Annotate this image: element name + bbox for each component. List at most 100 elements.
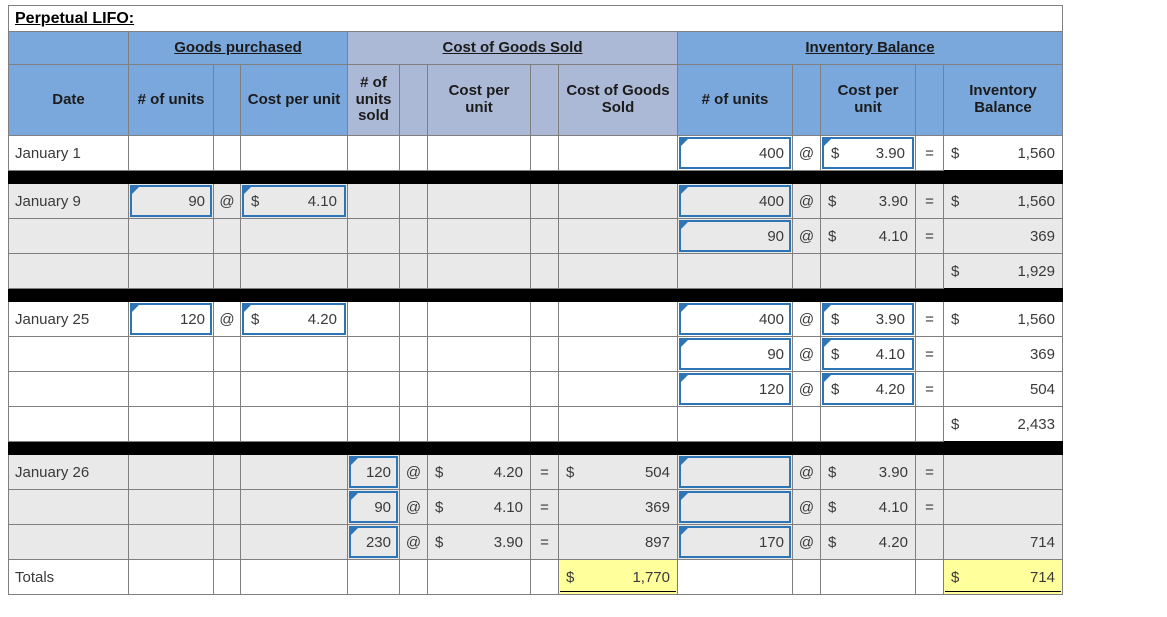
empty-cell — [128, 218, 214, 254]
empty-cell — [347, 253, 400, 289]
empty-cell — [820, 559, 916, 595]
empty-cell — [399, 183, 428, 219]
empty-header-cell — [213, 64, 241, 136]
value: 4.10 — [307, 192, 337, 210]
inv-units-input[interactable]: 400 — [679, 137, 791, 169]
sold-units-cell: 90 — [347, 489, 400, 525]
empty-cell — [558, 301, 678, 337]
row-jan26-2: 90 @ $4.10 = 369 @ $4.10 = — [8, 489, 1063, 525]
empty-cell — [530, 371, 559, 407]
value: 400 — [758, 144, 784, 162]
empty-cell — [128, 135, 214, 171]
empty-cell — [558, 135, 678, 171]
value: 1,560 — [1017, 310, 1055, 328]
empty-cell — [240, 371, 348, 407]
inv-balance-cell: 714 — [943, 524, 1063, 560]
group-header-row: Goods purchased Cost of Goods Sold Inven… — [8, 31, 1063, 65]
equals-symbol: = — [915, 183, 944, 219]
inv-cost-input[interactable]: $3.90 — [822, 137, 914, 169]
section-divider — [8, 288, 1063, 302]
empty-cell — [399, 135, 428, 171]
inv-units-input[interactable] — [679, 456, 791, 488]
empty-cell — [128, 371, 214, 407]
at-symbol: @ — [399, 454, 428, 490]
empty-cell — [399, 406, 428, 442]
purchased-units-input[interactable]: 90 — [130, 185, 212, 217]
empty-header-cell — [399, 64, 428, 136]
value: 170 — [758, 533, 784, 551]
empty-cell — [347, 135, 400, 171]
dollar-sign: $ — [828, 463, 837, 481]
value: 1,560 — [1017, 144, 1055, 162]
dollar-sign: $ — [828, 498, 837, 516]
money-value: $2,433 — [945, 408, 1062, 441]
empty-cell — [820, 253, 916, 289]
dollar-sign: $ — [435, 463, 444, 481]
dollar-sign: $ — [435, 498, 444, 516]
money-value: $1,560 — [945, 137, 1062, 170]
row-totals: Totals $1,770 $714 — [8, 559, 1063, 595]
row-jan9-1: January 9 90 @ $4.10 400 @ $3.90 = $1,56… — [8, 183, 1063, 219]
inv-cost-input[interactable]: $4.20 — [822, 373, 914, 405]
empty-cell — [399, 371, 428, 407]
inv-units-input[interactable]: 170 — [679, 526, 791, 558]
title-row: Perpetual LIFO: — [8, 5, 1063, 32]
empty-cell — [558, 336, 678, 372]
value: 4.20 — [307, 310, 337, 328]
empty-cell — [530, 218, 559, 254]
money-value: $4.10 — [429, 491, 530, 524]
empty-cell — [399, 336, 428, 372]
dollar-sign: $ — [951, 262, 960, 280]
inv-cost-input[interactable]: $3.90 — [822, 303, 914, 335]
value: 714 — [1029, 568, 1055, 586]
row-jan9-subtotal: $1,929 — [8, 253, 1063, 289]
purchased-cost-input[interactable]: $4.20 — [242, 303, 346, 335]
row-jan1: January 1 400 @ $3.90 = $1,560 — [8, 135, 1063, 171]
empty-cell — [8, 406, 129, 442]
at-symbol: @ — [399, 489, 428, 525]
empty-cell — [399, 559, 428, 595]
empty-cell — [8, 336, 129, 372]
dollar-sign: $ — [566, 463, 575, 481]
dollar-sign: $ — [828, 192, 837, 210]
separator-row — [8, 288, 1063, 302]
sold-cost-cell: $4.10 — [427, 489, 531, 525]
equals-symbol: = — [915, 454, 944, 490]
inv-units-input[interactable] — [679, 491, 791, 523]
dollar-sign: $ — [951, 415, 960, 433]
purchased-units-input[interactable]: 120 — [130, 303, 212, 335]
empty-cell — [240, 336, 348, 372]
col-purchased-cost: Cost per unit — [240, 64, 348, 136]
equals-symbol: = — [530, 489, 559, 525]
purchased-cost-input[interactable]: $4.10 — [242, 185, 346, 217]
inventory-total-cell: $714 — [943, 559, 1063, 595]
money-value: $3.90 — [429, 526, 530, 559]
at-symbol: @ — [792, 524, 821, 560]
sold-units-input[interactable]: 90 — [349, 491, 398, 523]
empty-cell — [427, 253, 531, 289]
col-sold-units: # of units sold — [347, 64, 400, 136]
empty-cell — [399, 218, 428, 254]
inv-units-input[interactable]: 90 — [679, 220, 791, 252]
sold-units-input[interactable]: 120 — [349, 456, 398, 488]
inv-cost-cell: $3.90 — [820, 301, 916, 337]
inv-units-input[interactable]: 400 — [679, 303, 791, 335]
separator-row — [8, 441, 1063, 455]
inv-units-input[interactable]: 400 — [679, 185, 791, 217]
empty-cell — [915, 559, 944, 595]
row-jan26-1: January 26 120 @ $4.20 = $504 @ $3.90 = — [8, 454, 1063, 490]
empty-header-cell — [915, 64, 944, 136]
empty-cell — [530, 559, 559, 595]
empty-cell — [213, 135, 241, 171]
money-value: $4.10 — [829, 340, 907, 368]
sold-units-input[interactable]: 230 — [349, 526, 398, 558]
inv-units-input[interactable]: 120 — [679, 373, 791, 405]
money-value: $3.90 — [822, 185, 915, 218]
section-divider — [8, 170, 1063, 184]
inv-units-input[interactable]: 90 — [679, 338, 791, 370]
inv-cost-input[interactable]: $4.10 — [822, 338, 914, 370]
row-jan26-3: 230 @ $3.90 = 897 170 @ $4.20 714 — [8, 524, 1063, 560]
empty-cell — [128, 489, 214, 525]
inv-balance-subtotal: $2,433 — [943, 406, 1063, 442]
empty-cell — [530, 336, 559, 372]
